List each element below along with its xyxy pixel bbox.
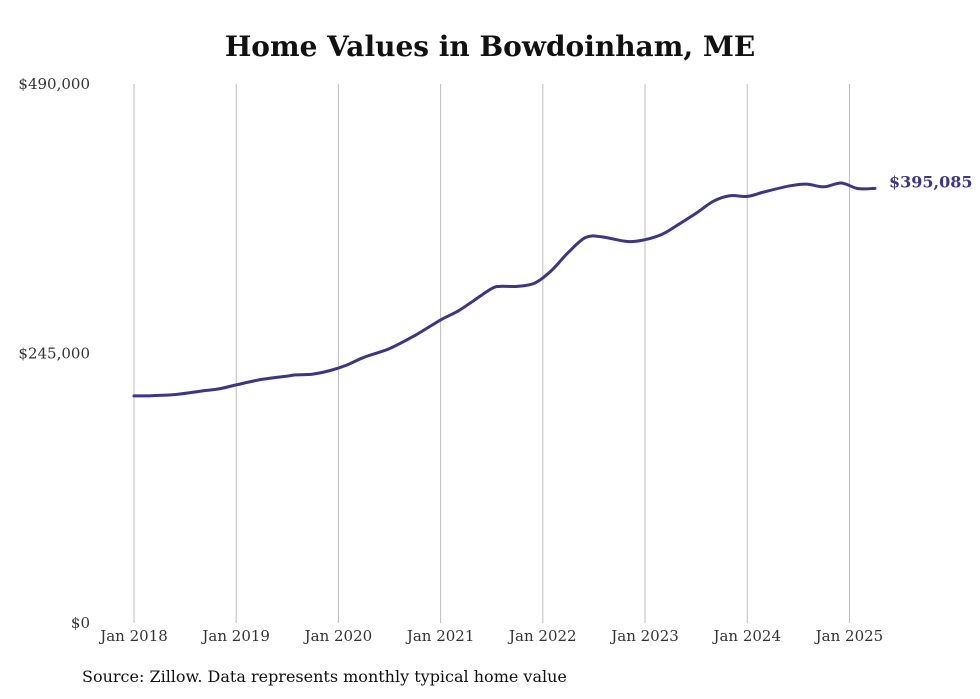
- y-tick-label: $490,000: [18, 75, 90, 93]
- x-tick-label: Jan 2021: [405, 627, 475, 645]
- source-note: Source: Zillow. Data represents monthly …: [82, 667, 567, 686]
- x-axis-tick-labels: Jan 2018 Jan 2019 Jan 2020 Jan 2021 Jan 2022…: [98, 627, 883, 645]
- x-tick-label: Jan 2019: [200, 627, 270, 645]
- gridlines: [133, 84, 850, 623]
- chart-title: Home Values in Bowdoinham, ME: [224, 30, 756, 63]
- x-tick-label: Jan 2022: [507, 627, 577, 645]
- y-tick-label: $245,000: [18, 345, 90, 363]
- x-tick-label: Jan 2018: [98, 627, 168, 645]
- end-value-label: $395,085: [889, 172, 973, 191]
- x-tick-label: Jan 2020: [303, 627, 373, 645]
- x-tick-label: Jan 2024: [711, 627, 781, 645]
- x-tick-label: Jan 2025: [814, 627, 884, 645]
- y-axis-tick-labels: $0 $245,000 $490,000: [18, 75, 90, 632]
- y-tick-label: $0: [71, 614, 90, 632]
- series-line: [132, 181, 877, 398]
- series-group: [132, 181, 877, 398]
- end-label-group: $395,085: [889, 172, 973, 191]
- x-tick-label: Jan 2023: [609, 627, 679, 645]
